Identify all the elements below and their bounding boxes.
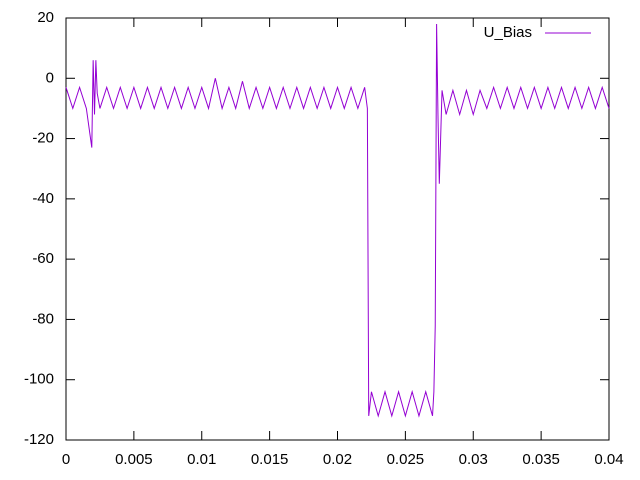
data-line [65,24,610,418]
x-tick-label: 0.005 [115,451,153,468]
x-tick-label: 0.04 [594,451,623,468]
y-tick-label: -100 [24,371,54,388]
x-tick-label: 0.03 [459,451,488,468]
x-tick-label: 0.02 [323,451,352,468]
legend-label: U_Bias [484,24,532,41]
y-tick-label: -80 [32,310,54,327]
y-tick-label: 20 [37,9,54,26]
x-tick-label: 0 [62,451,70,468]
y-tick-label: -40 [32,190,54,207]
y-tick-label: -20 [32,130,54,147]
y-tick-label: 0 [46,69,54,86]
x-tick-label: 0.035 [522,451,560,468]
x-tick-label: 0.015 [251,451,289,468]
y-tick-label: -120 [24,431,54,448]
x-tick-label: 0.01 [187,451,216,468]
y-tick-label: -60 [32,250,54,267]
x-tick-label: 0.025 [387,451,425,468]
plot-border [65,17,610,441]
